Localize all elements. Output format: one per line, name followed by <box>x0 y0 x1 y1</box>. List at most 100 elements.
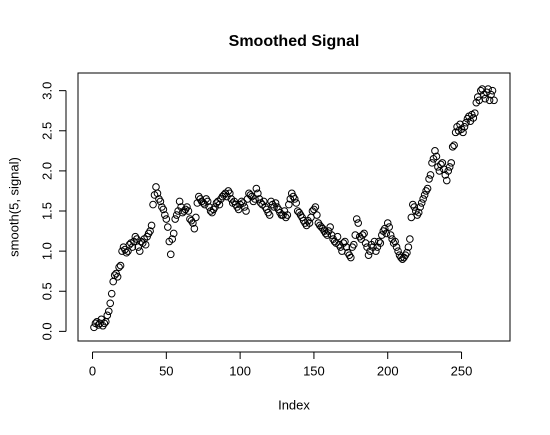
y-tick-label: 3.0 <box>39 82 54 100</box>
point <box>376 239 385 247</box>
point <box>106 299 115 308</box>
point <box>270 203 278 211</box>
point <box>169 229 178 238</box>
point <box>462 118 470 127</box>
point <box>333 232 342 241</box>
point <box>438 159 447 167</box>
point <box>100 319 109 328</box>
point <box>445 163 454 171</box>
point <box>161 211 169 219</box>
point <box>149 200 157 209</box>
point <box>152 183 160 191</box>
point <box>283 211 292 219</box>
point <box>488 86 497 95</box>
point <box>104 307 113 316</box>
point <box>168 235 177 243</box>
point <box>164 223 172 231</box>
point <box>420 191 429 199</box>
plot-box <box>77 72 511 342</box>
point <box>323 231 332 239</box>
point <box>240 203 249 211</box>
point <box>351 231 360 239</box>
point <box>432 152 441 161</box>
point <box>116 261 125 270</box>
point <box>417 199 426 207</box>
point <box>448 143 457 151</box>
x-tick-label: 200 <box>377 363 399 378</box>
point <box>460 122 469 131</box>
point <box>490 96 498 105</box>
point <box>378 231 386 239</box>
point <box>192 213 200 222</box>
point <box>107 289 116 298</box>
point <box>190 224 199 233</box>
point <box>358 231 367 239</box>
y-tick-label: 1.5 <box>39 202 54 220</box>
point <box>372 247 380 255</box>
point <box>133 235 141 243</box>
point <box>203 197 212 206</box>
point <box>254 189 262 198</box>
point <box>184 207 193 215</box>
point <box>113 273 122 281</box>
point <box>414 208 423 217</box>
y-tick-label: 0.5 <box>39 282 54 300</box>
point <box>341 237 349 246</box>
point <box>481 94 489 103</box>
point <box>259 197 268 206</box>
point <box>225 189 234 198</box>
point <box>342 243 351 251</box>
point <box>215 200 224 209</box>
point <box>428 159 436 167</box>
y-tick-label: 0.0 <box>39 322 54 340</box>
point <box>431 147 439 155</box>
point <box>265 211 274 219</box>
point <box>459 128 467 137</box>
point <box>423 184 432 193</box>
x-tick-label: 150 <box>303 363 325 378</box>
point <box>410 203 419 211</box>
x-tick-label: 50 <box>159 363 173 378</box>
point <box>469 114 478 122</box>
point <box>435 167 444 175</box>
point <box>305 219 314 227</box>
point <box>290 195 299 203</box>
point <box>425 175 433 183</box>
y-tick-label: 1.0 <box>39 242 54 260</box>
point <box>311 203 320 211</box>
point <box>246 191 255 199</box>
point <box>349 240 358 249</box>
point <box>419 195 427 203</box>
point <box>444 167 453 175</box>
point <box>326 223 334 231</box>
point <box>128 243 137 251</box>
point <box>360 229 368 238</box>
y-tick-label: 2.0 <box>39 162 54 180</box>
point <box>166 250 175 259</box>
point <box>239 199 247 207</box>
y-axis-label: smooth(5, signal) <box>6 157 21 257</box>
point <box>285 200 293 209</box>
point <box>392 243 401 251</box>
point <box>183 203 191 211</box>
point <box>242 207 250 215</box>
point <box>383 219 392 227</box>
point <box>450 141 458 150</box>
point <box>146 227 154 235</box>
point <box>171 215 179 223</box>
point <box>103 311 112 320</box>
point <box>447 159 455 167</box>
chart-title: Smoothed Signal <box>229 33 360 50</box>
point <box>397 253 405 262</box>
point <box>122 248 131 257</box>
point <box>382 229 391 238</box>
point <box>391 237 399 246</box>
point <box>115 263 123 271</box>
point <box>347 253 355 262</box>
point <box>313 211 321 219</box>
y-tick-label: 2.5 <box>39 122 54 140</box>
point <box>386 231 395 239</box>
point <box>471 109 479 117</box>
